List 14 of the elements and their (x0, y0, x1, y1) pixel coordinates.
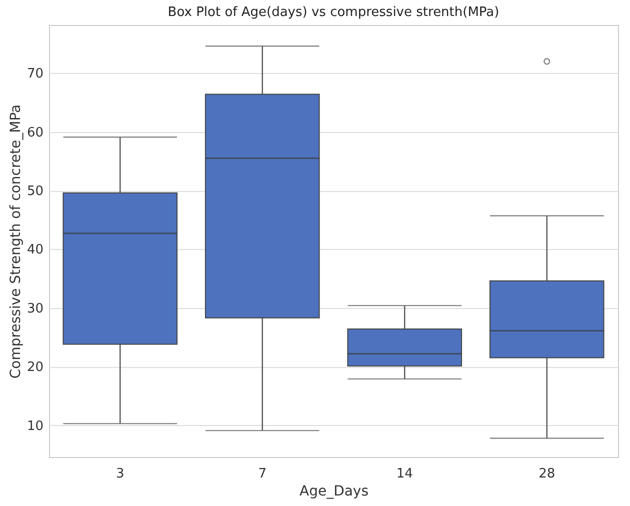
y-tick-label: 30 (26, 301, 44, 316)
y-tick-label: 50 (26, 184, 44, 200)
x-axis-title: Age_Days (299, 484, 369, 500)
x-tick-label: 14 (396, 466, 413, 482)
x-tick-label: 7 (258, 466, 267, 482)
y-tick-label: 60 (26, 125, 44, 140)
x-tick-label: 28 (538, 466, 556, 482)
chart-title: Box Plot of Age(days) vs compressive strenth(MPa) (168, 5, 500, 20)
x-tick-label: 3 (116, 466, 124, 482)
y-tick-label: 70 (26, 66, 44, 82)
y-tick-label: 40 (26, 242, 44, 258)
y-axis-title: Compressive Strength of concrete_MPa (8, 104, 24, 379)
y-tick-label: 10 (26, 418, 44, 434)
y-tick-label: 20 (26, 360, 44, 376)
